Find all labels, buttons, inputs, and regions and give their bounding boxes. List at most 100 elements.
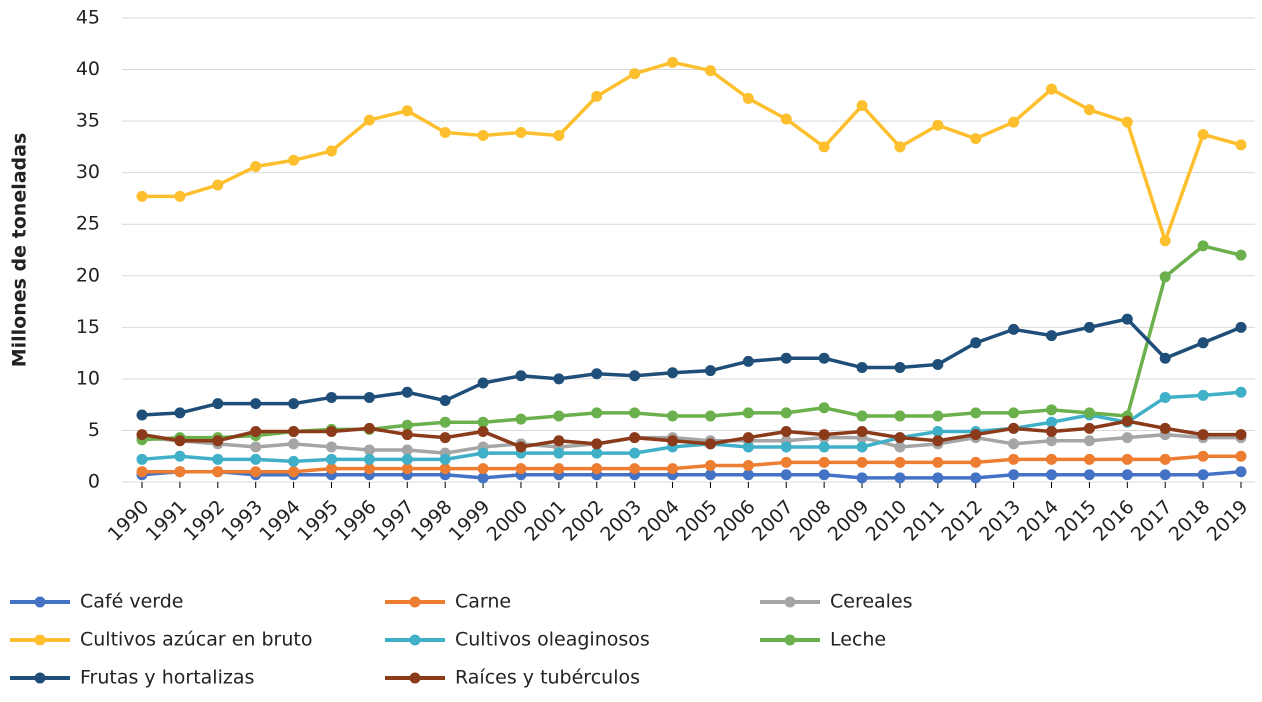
data-point <box>1235 321 1247 333</box>
data-point <box>667 435 679 447</box>
data-point <box>1159 422 1171 434</box>
data-point <box>477 425 489 437</box>
data-point <box>477 130 489 142</box>
data-point <box>477 463 489 475</box>
data-point <box>742 432 754 444</box>
data-point <box>1159 271 1171 283</box>
data-point <box>439 453 451 465</box>
data-point <box>629 370 641 382</box>
data-point <box>629 407 641 419</box>
data-point <box>1008 116 1020 128</box>
data-point <box>439 126 451 138</box>
y-tick-label: 25 <box>76 213 100 235</box>
data-point <box>856 441 868 453</box>
x-tick-label: 2004 <box>634 496 684 546</box>
data-point <box>1159 469 1171 481</box>
x-tick-label: 2003 <box>596 496 646 546</box>
data-point <box>363 444 375 456</box>
data-point <box>553 435 565 447</box>
data-point <box>174 435 186 447</box>
x-tick-label: 2009 <box>824 496 874 546</box>
y-tick-label: 35 <box>76 110 100 132</box>
series-line <box>141 390 1242 464</box>
legend-marker <box>409 634 421 646</box>
data-point <box>856 425 868 437</box>
x-tick-label: 1996 <box>331 496 381 546</box>
data-point <box>1083 422 1095 434</box>
data-point <box>325 441 337 453</box>
data-point <box>212 435 224 447</box>
data-point <box>136 466 148 478</box>
data-point <box>1046 404 1058 416</box>
legend-marker <box>784 634 796 646</box>
series-line <box>141 243 1242 442</box>
data-point <box>894 441 906 453</box>
data-point <box>894 362 906 374</box>
data-point <box>288 466 300 478</box>
data-point <box>439 432 451 444</box>
x-tick-label: 1992 <box>179 496 229 546</box>
x-tick-label: 1998 <box>407 496 457 546</box>
x-tick-label: 2002 <box>558 496 608 546</box>
data-point <box>780 441 792 453</box>
data-point <box>704 65 716 77</box>
data-point <box>212 453 224 465</box>
legend-marker <box>409 596 421 608</box>
data-point <box>250 160 262 172</box>
data-point <box>515 126 527 138</box>
data-point <box>1008 422 1020 434</box>
data-point <box>970 337 982 349</box>
data-point <box>818 441 830 453</box>
x-tick-label: 1991 <box>142 496 192 546</box>
data-point <box>515 441 527 453</box>
series-line <box>141 469 1242 480</box>
data-point <box>325 145 337 157</box>
data-point <box>1083 469 1095 481</box>
data-point <box>1046 435 1058 447</box>
data-point <box>401 463 413 475</box>
data-point <box>1046 425 1058 437</box>
data-point <box>288 438 300 450</box>
data-point <box>136 409 148 421</box>
data-point <box>894 141 906 153</box>
legend-marker <box>34 672 46 684</box>
data-point <box>591 438 603 450</box>
data-point <box>1008 453 1020 465</box>
data-point <box>780 407 792 419</box>
data-point <box>742 407 754 419</box>
data-point <box>174 466 186 478</box>
data-point <box>136 190 148 202</box>
data-point <box>288 154 300 166</box>
data-point <box>401 444 413 456</box>
data-point <box>553 373 565 385</box>
data-point <box>325 463 337 475</box>
data-point <box>1008 438 1020 450</box>
data-point <box>704 460 716 472</box>
data-point <box>1008 469 1020 481</box>
data-point <box>1046 83 1058 95</box>
legend-label: Carne <box>455 591 511 613</box>
data-point <box>1197 389 1209 401</box>
x-tick-label: 1995 <box>293 496 343 546</box>
x-tick-label: 2011 <box>900 496 950 546</box>
data-point <box>704 469 716 481</box>
data-point <box>856 362 868 374</box>
data-point <box>1235 249 1247 261</box>
x-tick-label: 2007 <box>748 496 798 546</box>
data-point <box>704 438 716 450</box>
data-point <box>818 352 830 364</box>
data-point <box>477 472 489 484</box>
y-axis-label: Millones de toneladas <box>9 133 31 368</box>
data-point <box>818 469 830 481</box>
data-point <box>1083 321 1095 333</box>
data-point <box>1159 235 1171 247</box>
data-point <box>439 416 451 428</box>
data-point <box>780 352 792 364</box>
data-point <box>1083 407 1095 419</box>
data-point <box>174 190 186 202</box>
data-point <box>136 453 148 465</box>
data-point <box>742 355 754 367</box>
data-point <box>932 119 944 131</box>
data-point <box>667 56 679 68</box>
